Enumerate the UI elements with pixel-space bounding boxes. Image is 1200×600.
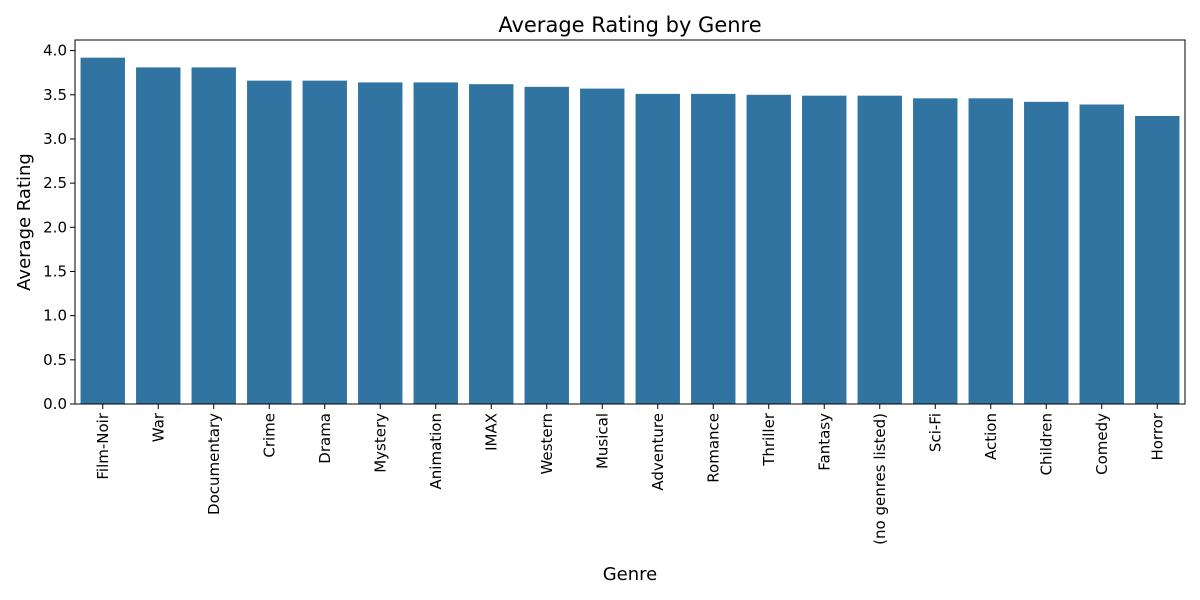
bar-adventure	[635, 93, 680, 404]
x-tick-label: Action	[982, 413, 1000, 460]
x-tick-label: (no genres listed)	[871, 413, 889, 545]
x-tick-label: Musical	[593, 413, 611, 469]
bar-war	[136, 67, 181, 404]
bar-thriller	[746, 94, 791, 404]
y-tick-label: 1.5	[43, 262, 67, 280]
x-tick-label: Thriller	[760, 412, 778, 467]
x-tick-label: Documentary	[205, 413, 223, 515]
bar-sci-fi	[913, 98, 958, 404]
bar-action	[968, 98, 1013, 404]
bar-horror	[1135, 115, 1180, 404]
x-tick-label: Adventure	[649, 413, 667, 491]
bar-children	[1024, 101, 1069, 404]
x-tick-label: Sci-Fi	[926, 413, 944, 452]
x-tick-label: Fantasy	[815, 413, 833, 471]
plot-frame	[74, 39, 1186, 405]
bar-mystery	[358, 82, 403, 404]
x-tick-label: Film-Noir	[94, 412, 112, 479]
y-axis: 0.0 0.5 1.0 1.5 2.0 2.5 3.0 3.5 4.0	[43, 42, 75, 413]
bar-no-genres-listed	[857, 95, 902, 404]
bar-romance	[691, 93, 736, 404]
bar-musical	[580, 88, 625, 404]
y-tick-label: 3.0	[43, 130, 67, 148]
x-tick-label: Children	[1037, 413, 1055, 475]
x-tick-label: IMAX	[482, 413, 500, 451]
bar-drama	[302, 80, 347, 404]
y-tick-label: 2.5	[43, 174, 67, 192]
x-tick-label: Western	[538, 413, 556, 475]
chart-title: Average Rating by Genre	[498, 13, 761, 37]
x-tick-label: Horror	[1148, 412, 1166, 460]
bars	[80, 57, 1180, 405]
x-tick-label: Drama	[316, 413, 334, 464]
bar-fantasy	[802, 95, 847, 404]
x-axis: Film-Noir War Documentary Crime Drama Mystery…	[94, 404, 1166, 545]
y-tick-label: 0.0	[43, 395, 67, 413]
y-tick-label: 1.0	[43, 307, 67, 325]
bar-western	[524, 86, 569, 404]
x-tick-label: Animation	[427, 413, 445, 489]
y-tick-label: 0.5	[43, 351, 67, 369]
bar-film-noir	[80, 57, 125, 405]
bar-crime	[247, 80, 292, 404]
bar-animation	[413, 82, 458, 404]
bar-comedy	[1079, 104, 1124, 404]
x-tick-label: Crime	[260, 413, 278, 458]
bar-documentary	[191, 67, 236, 404]
y-axis-title: Average Rating	[14, 153, 35, 291]
x-axis-title: Genre	[603, 564, 658, 585]
x-tick-label: Mystery	[371, 413, 389, 473]
bar-imax	[469, 84, 514, 405]
y-tick-label: 4.0	[43, 42, 67, 60]
x-tick-label: Romance	[704, 413, 722, 483]
x-tick-label: Comedy	[1093, 413, 1111, 475]
y-tick-label: 2.0	[43, 218, 67, 236]
x-tick-label: War	[149, 412, 167, 442]
y-tick-label: 3.5	[43, 86, 67, 104]
